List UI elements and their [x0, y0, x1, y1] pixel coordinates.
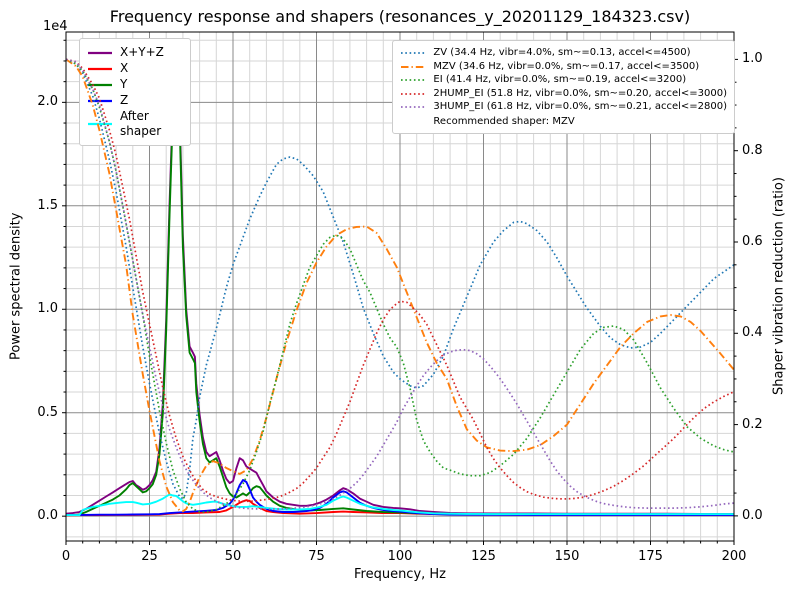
shaper-legend-item: 3HUMP_EI (61.8 Hz, vibr=0.0%, sm~=0.21, … [400, 101, 727, 114]
y-left-tick-label: 2.0 [37, 94, 58, 110]
psd-legend-item-label: Y [120, 77, 128, 91]
x-tick-label: 175 [638, 549, 663, 564]
x-tick-label: 25 [141, 549, 158, 564]
shaper-legend-item-label: EI (41.4 Hz, vibr=0.0%, sm~=0.19, accel<… [433, 74, 687, 85]
legend-line-sample [401, 65, 426, 68]
y-right-tick-label: 0.4 [742, 325, 763, 341]
shaper-legend-item: MZV (34.6 Hz, vibr=0.0%, sm~=0.17, accel… [400, 61, 727, 74]
y-axis-label-left: Power spectral density [8, 212, 24, 361]
y-left-tick-label: 0.0 [37, 508, 58, 524]
shaper-legend-item-label: 3HUMP_EI (61.8 Hz, vibr=0.0%, sm~=0.21, … [433, 101, 727, 112]
psd-legend-item-label: Z [120, 93, 129, 107]
y-axis-label-right: Shaper vibration reduction (ratio) [771, 177, 787, 396]
x-tick-label: 125 [471, 549, 496, 564]
shaper-legend: ZV (34.4 Hz, vibr=4.0%, sm~=0.13, accel<… [392, 40, 735, 134]
y-right-tick-label: 0.8 [742, 142, 763, 158]
x-tick-label: 200 [721, 549, 747, 564]
shaper-legend-item-label: 2HUMP_EI (51.8 Hz, vibr=0.0%, sm~=0.20, … [433, 87, 727, 99]
x-tick-label: 100 [387, 549, 413, 564]
shaper-legend-item: ZV (34.4 Hz, vibr=4.0%, sm~=0.13, accel<… [400, 47, 727, 60]
psd-legend-item: Y [87, 77, 183, 92]
shaper-legend-item-label: MZV (34.6 Hz, vibr=0.0%, sm~=0.17, accel… [433, 60, 700, 72]
legend-line-sample [88, 51, 112, 54]
legend-line-sample [88, 67, 112, 70]
x-tick-label: 150 [554, 549, 580, 564]
legend-line-sample [88, 83, 112, 86]
psd-legend-item-label: After shaper [120, 109, 162, 138]
psd-legend-item: Z [87, 93, 183, 108]
shaper-legend-item: 2HUMP_EI (51.8 Hz, vibr=0.0%, sm~=0.20, … [400, 88, 727, 101]
chart-title: Frequency response and shapers (resonanc… [109, 7, 691, 26]
y-axis-offset-text: 1e4 [43, 19, 68, 34]
y-left-tick-label: 0.5 [37, 404, 58, 420]
legend-line-sample [401, 52, 426, 55]
x-axis-label: Frequency, Hz [353, 567, 447, 582]
psd-legend-item: X+Y+Z [87, 45, 183, 60]
y-right-tick-label: 0.6 [742, 233, 763, 249]
legend-line-sample [88, 122, 112, 126]
y-right-tick-label: 1.0 [742, 51, 763, 67]
psd-legend: X+Y+Z X Y Z After shaper [79, 38, 191, 146]
x-tick-label: 75 [308, 549, 325, 564]
psd-legend-item-label: X+Y+Z [120, 45, 164, 59]
y-right-tick-label: 0.0 [742, 507, 763, 523]
legend-line-sample [88, 99, 112, 102]
legend-line-sample [401, 79, 426, 82]
legend-line-sample [401, 106, 426, 109]
psd-legend-item: X [87, 61, 183, 76]
x-tick-label: 50 [224, 549, 242, 564]
x-tick-label: 0 [61, 549, 71, 564]
psd-legend-item-label: X [120, 61, 129, 75]
y-right-tick-label: 0.2 [742, 416, 763, 432]
shaper-legend-item-label: ZV (34.4 Hz, vibr=4.0%, sm~=0.13, accel<… [433, 47, 691, 58]
recommended-shaper-text: Recommended shaper: MZV [433, 115, 575, 127]
legend-line-sample [401, 92, 426, 95]
y-left-tick-label: 1.5 [37, 197, 58, 213]
psd-legend-item: After shaper [87, 109, 183, 139]
shaper-legend-item: EI (41.4 Hz, vibr=0.0%, sm~=0.19, accel<… [400, 74, 727, 87]
y-left-tick-label: 1.0 [37, 301, 58, 317]
